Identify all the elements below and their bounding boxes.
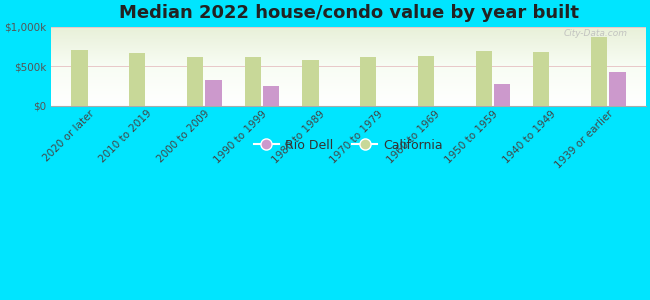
Bar	[187, 57, 203, 106]
Bar	[129, 53, 146, 106]
Legend: Rio Dell, California: Rio Dell, California	[249, 134, 448, 157]
Title: Median 2022 house/condo value by year built: Median 2022 house/condo value by year bu…	[118, 4, 578, 22]
Bar	[494, 84, 510, 106]
Bar	[360, 57, 376, 106]
Bar	[418, 56, 434, 106]
Bar	[476, 51, 491, 106]
Bar	[610, 73, 626, 106]
Bar	[591, 37, 607, 106]
Text: City-Data.com: City-Data.com	[564, 29, 628, 38]
Bar	[244, 57, 261, 106]
Bar	[205, 80, 222, 106]
Bar	[263, 86, 280, 106]
Bar	[72, 50, 88, 106]
Bar	[302, 60, 318, 106]
Bar	[533, 52, 549, 106]
